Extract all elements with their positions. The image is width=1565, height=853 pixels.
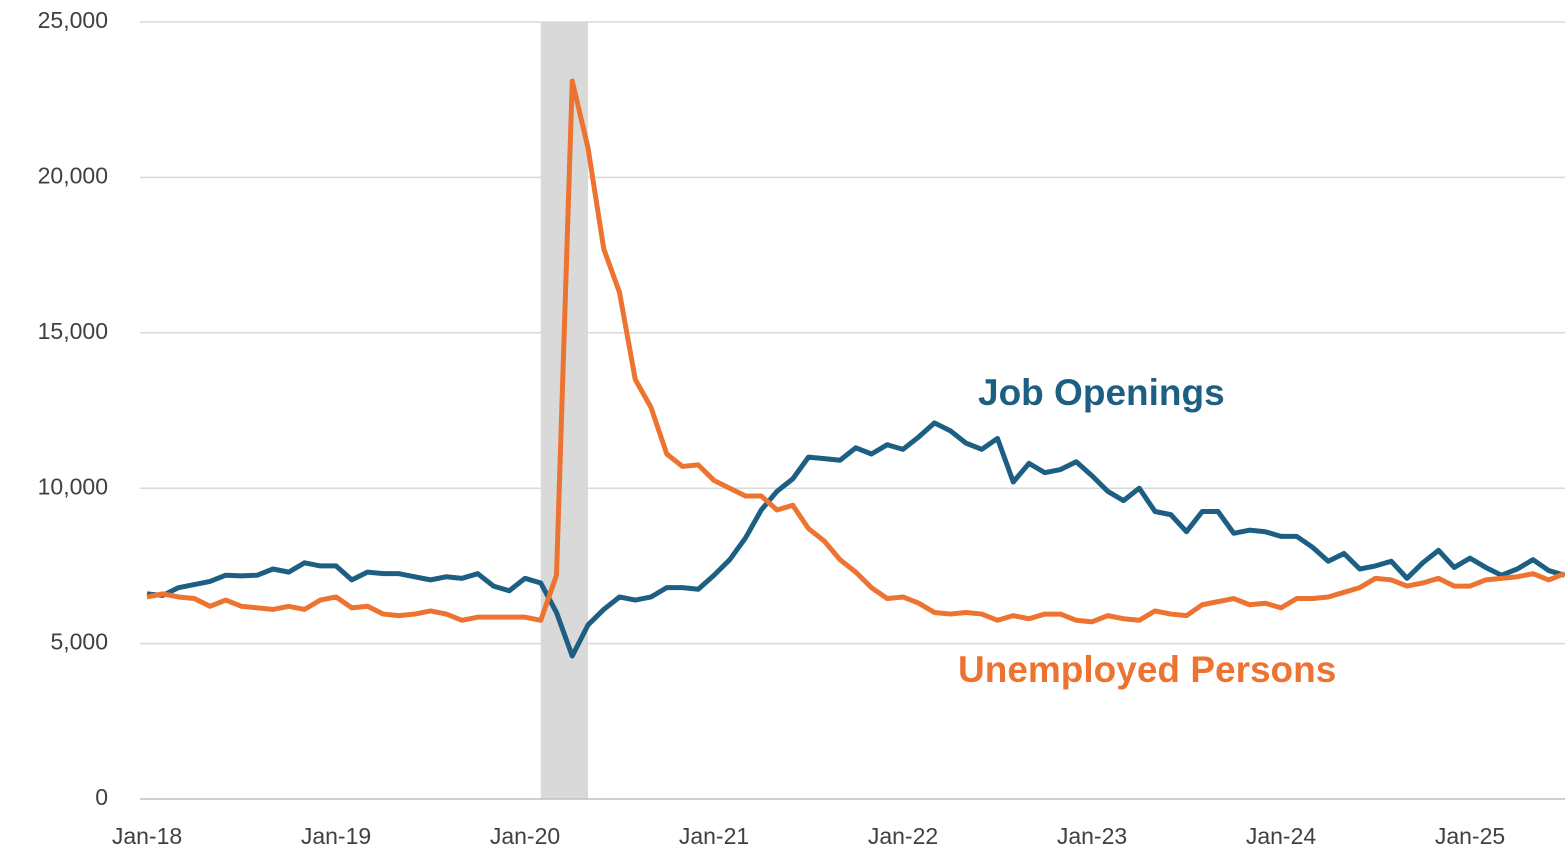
x-tick-label: Jan-24: [1246, 823, 1317, 849]
series-line: [146, 78, 1565, 625]
y-tick-label: 10,000: [38, 473, 108, 499]
series-label: Unemployed Persons: [958, 649, 1336, 690]
y-tick-label: 20,000: [38, 162, 108, 188]
y-tick-label: 25,000: [38, 7, 108, 33]
x-tick-label: Jan-18: [112, 823, 182, 849]
x-tick-label: Jan-21: [679, 823, 749, 849]
series-line: [146, 420, 1565, 659]
x-tick-label: Jan-20: [490, 823, 560, 849]
series-label: Job Openings: [978, 372, 1225, 413]
y-tick-label: 0: [95, 784, 108, 810]
x-tick-label: Jan-22: [868, 823, 938, 849]
y-tick-label: 5,000: [50, 629, 108, 655]
y-tick-label: 15,000: [38, 318, 108, 344]
x-tick-label: Jan-19: [301, 823, 371, 849]
x-tick-label: Jan-23: [1057, 823, 1127, 849]
recession-shade: [540, 22, 588, 799]
x-tick-label: Jan-25: [1435, 823, 1505, 849]
